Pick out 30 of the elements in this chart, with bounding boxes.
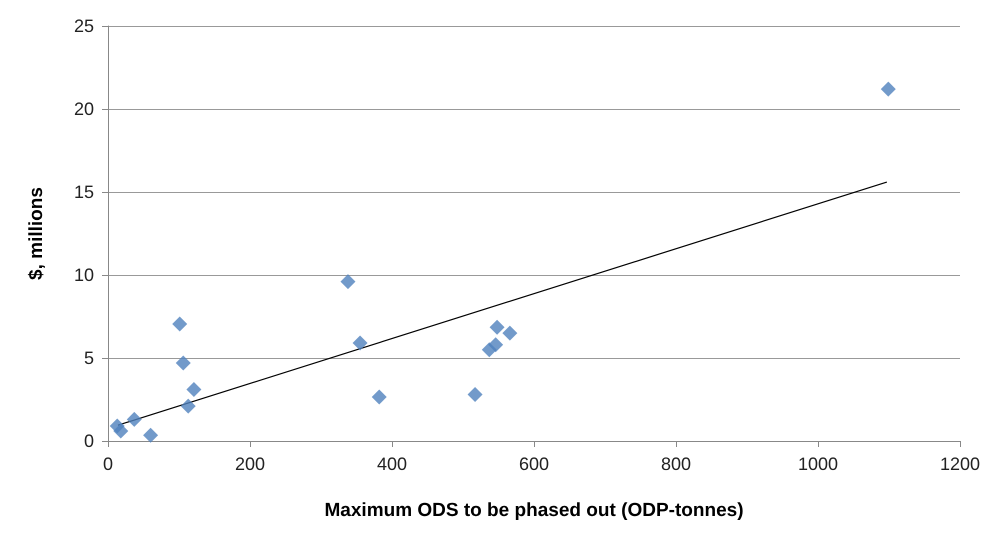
x-tick-label: 400 (376, 454, 408, 474)
point (488, 337, 504, 352)
point (113, 424, 128, 439)
point (372, 390, 387, 405)
point (468, 387, 483, 402)
x-tick-label: 800 (660, 454, 692, 474)
point (176, 355, 191, 370)
x-axis-title: Maximum ODS to be phased out (ODP-tonnes) (324, 500, 744, 521)
point (180, 398, 196, 414)
y-tick-label: 25 (74, 16, 94, 36)
point (143, 428, 158, 443)
y-tick-label: 0 (84, 431, 94, 451)
y-tick-label: 20 (74, 99, 94, 119)
point (126, 412, 142, 427)
x-tick-label: 600 (518, 454, 550, 474)
point (352, 336, 368, 351)
y-tick-label: 5 (84, 348, 94, 368)
x-tick-label: 1200 (940, 454, 980, 474)
x-tick-label: 200 (234, 454, 266, 474)
x-tick-label: 0 (102, 454, 114, 474)
point (186, 382, 202, 398)
x-tick-label: 1000 (798, 454, 838, 474)
point (490, 320, 505, 335)
point (172, 316, 188, 332)
y-axis-title: $, millions (26, 187, 47, 280)
point (340, 274, 356, 290)
point (502, 326, 518, 341)
point (880, 82, 896, 97)
y-tick-label: 15 (74, 182, 94, 202)
y-tick-label: 10 (74, 265, 94, 285)
